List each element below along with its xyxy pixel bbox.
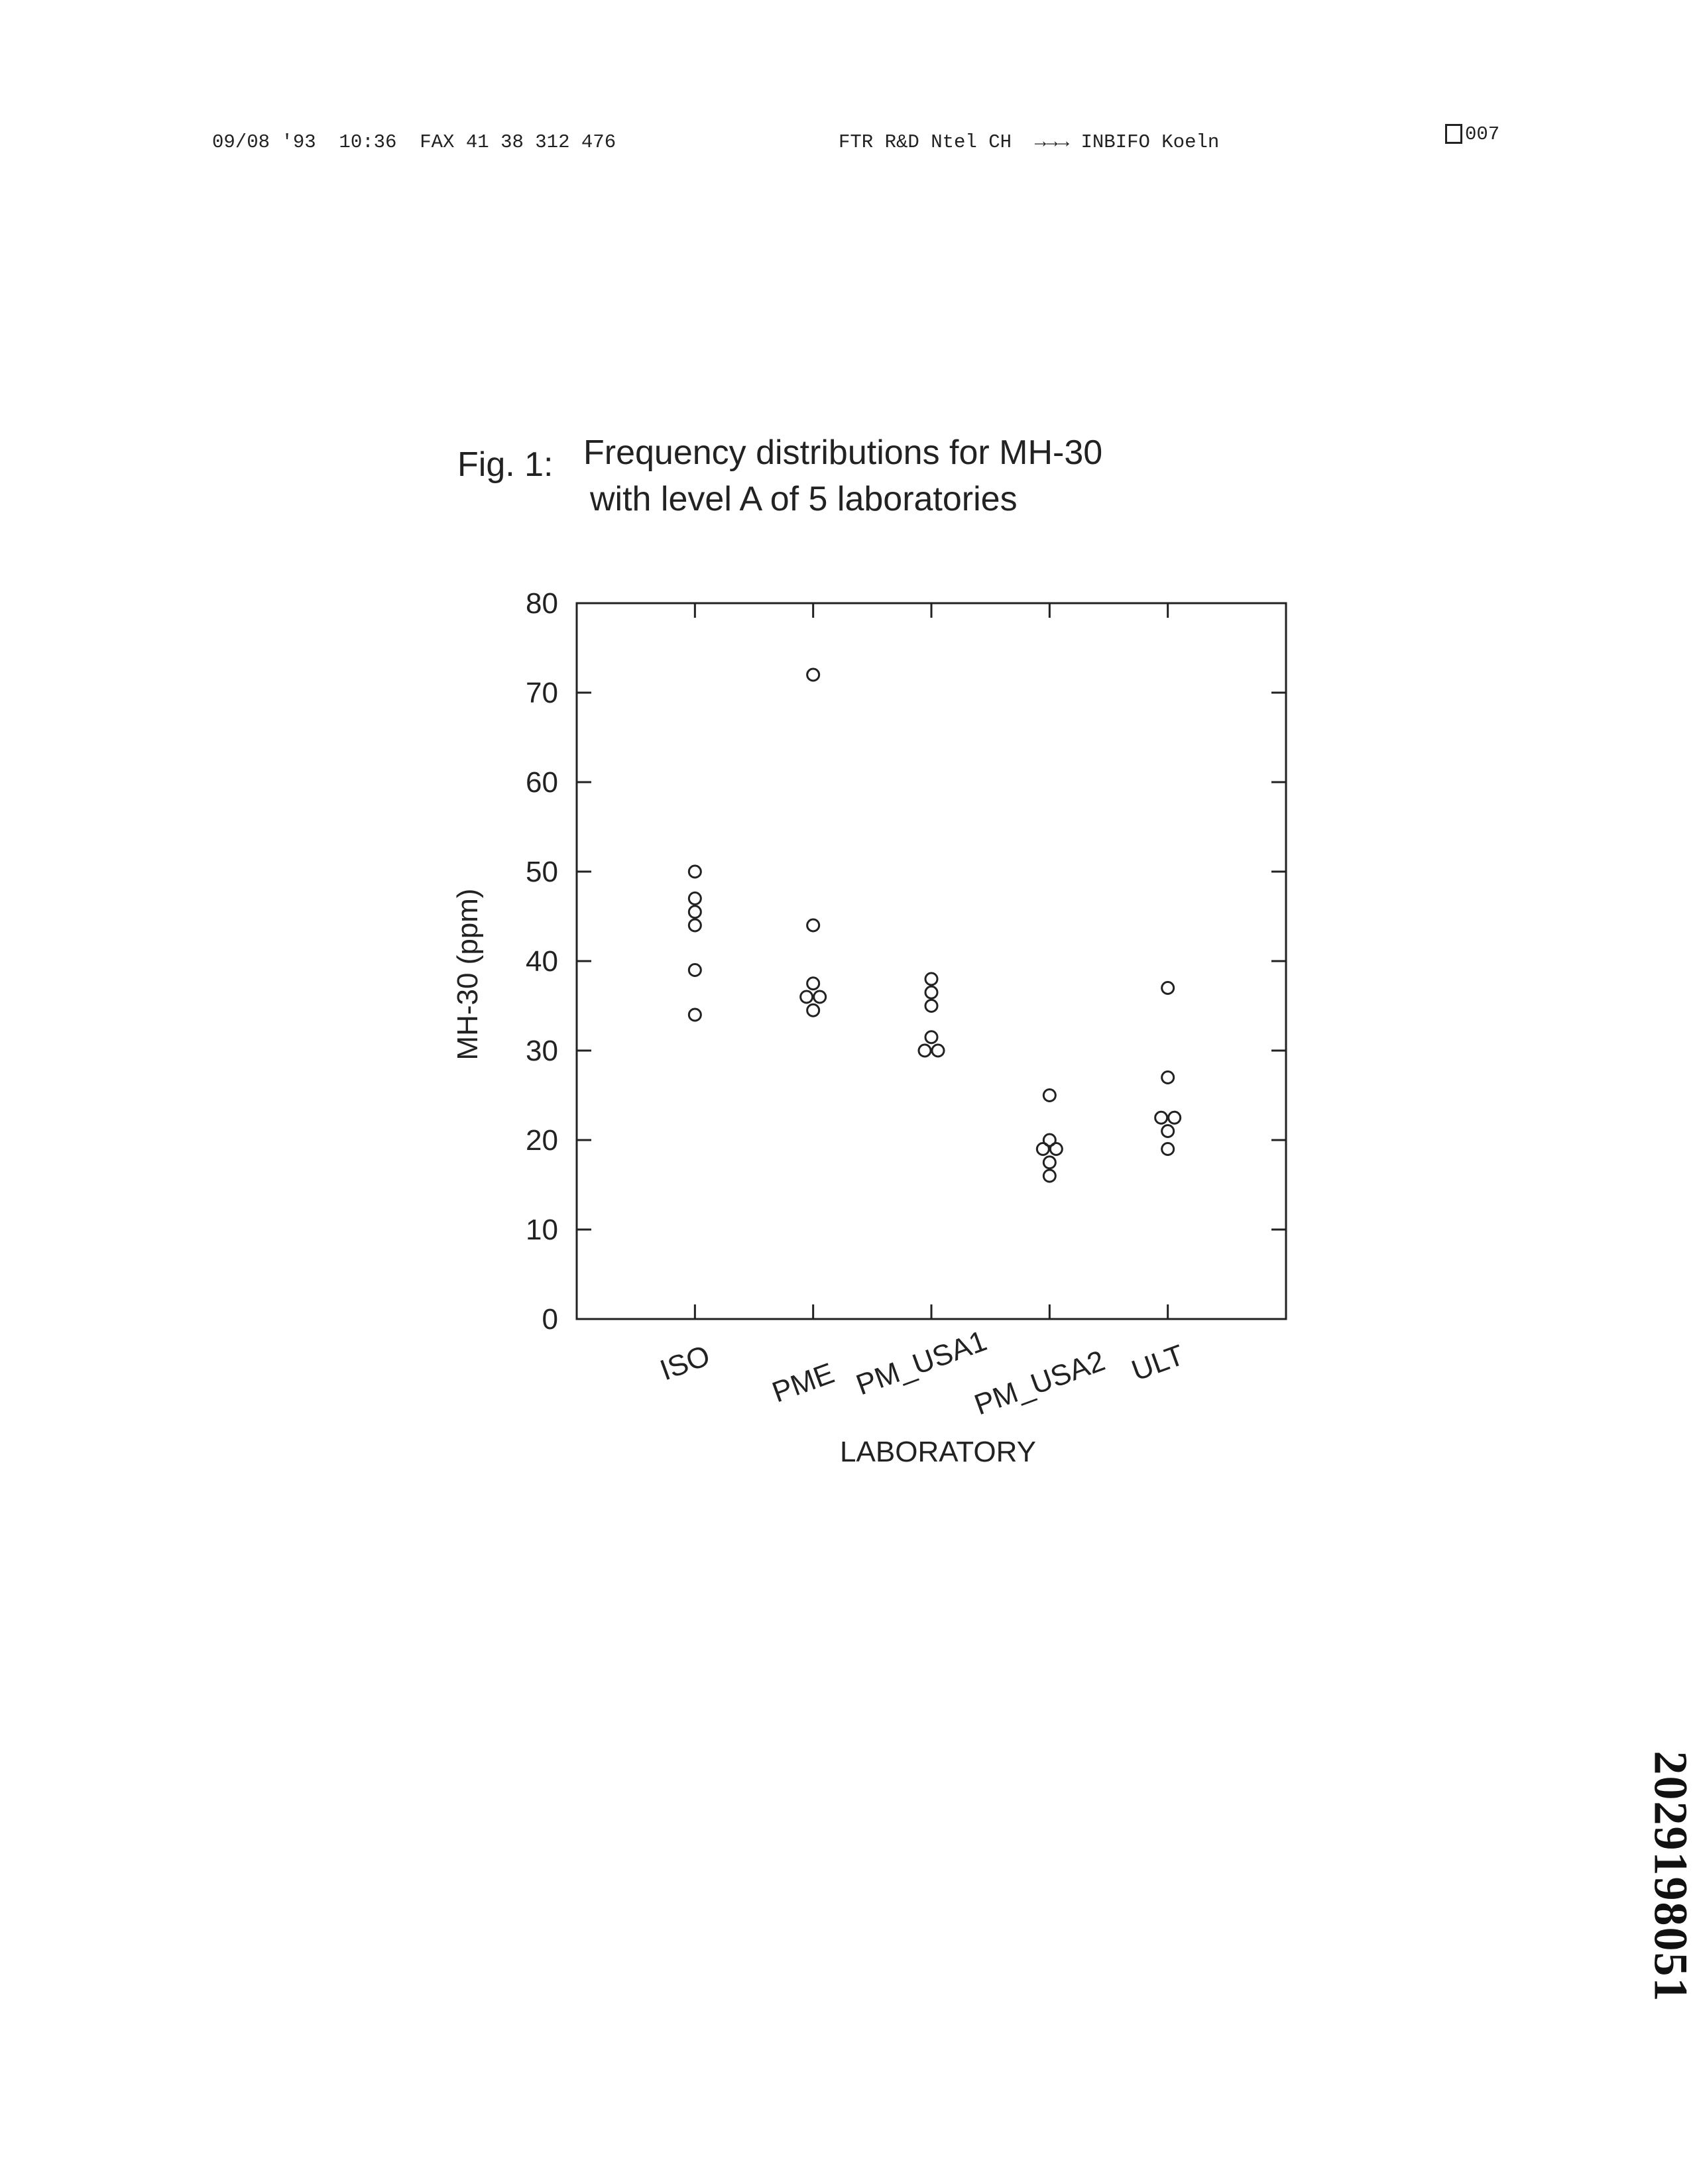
data-point [1042,1088,1057,1102]
data-point [924,1030,939,1045]
data-point [1161,1070,1175,1084]
data-point [806,1003,821,1017]
data-point [687,905,702,919]
data-point [806,918,821,933]
data-point [1035,1142,1050,1156]
data-point [931,1043,945,1058]
x-tick-label: PM_USA2 [970,1344,1109,1421]
y-tick-label: 60 [526,766,558,799]
x-tick-label: PM_USA1 [852,1324,991,1401]
y-tick-label: 30 [526,1035,558,1067]
data-point [1049,1142,1063,1156]
data-point [924,972,939,986]
plot-frame [575,602,1287,1320]
data-point [806,667,821,682]
y-tick-label: 40 [526,945,558,978]
data-point [687,963,702,977]
page-number: 007 [1465,123,1500,145]
fax-header-middle: FTR R&D Ntel CH →→→ INBIFO Koeln [839,131,1220,153]
data-point [924,999,939,1013]
y-tick-label: 0 [542,1303,558,1336]
data-point [917,1043,932,1058]
fax-header-left: 09/08 '93 10:36 FAX 41 38 312 476 [212,131,616,153]
y-tick-label: 20 [526,1124,558,1157]
data-point [687,891,702,905]
y-tick-label: 70 [526,677,558,709]
data-point [799,990,814,1004]
y-axis-label: MH-30 (ppm) [451,888,484,1060]
data-point [813,990,827,1004]
x-axis-label: LABORATORY [840,1436,1036,1468]
chart: Fig. 1: Frequency distributions for MH-3… [451,433,1287,1468]
y-tick-label: 50 [526,856,558,888]
x-tick-label: ISO [656,1339,714,1387]
data-point [1161,1124,1175,1138]
fax-page-number: 007 [1445,123,1499,145]
data-point [1154,1110,1169,1125]
chart-title: Frequency distributions for MH-30 [583,433,1102,472]
data-point [1042,1133,1057,1147]
x-tick-label: ULT [1128,1339,1189,1387]
data-point [1161,981,1175,995]
y-tick-label: 80 [526,587,558,620]
data-point [687,864,702,879]
figure-label: Fig. 1: [457,445,554,484]
data-point [806,976,821,991]
y-tick-label: 10 [526,1214,558,1246]
data-point [687,918,702,933]
data-point [1161,1142,1175,1156]
data-point [924,985,939,1000]
data-point [1042,1169,1057,1183]
data-point [1042,1155,1057,1170]
x-tick-label: PME [768,1357,839,1409]
fax-icon [1445,124,1462,144]
chart-subtitle: with level A of 5 laboratories [589,480,1018,518]
data-point [687,1007,702,1022]
data-point [1167,1110,1182,1125]
document-number: 2029198051 [1644,1751,1697,2003]
